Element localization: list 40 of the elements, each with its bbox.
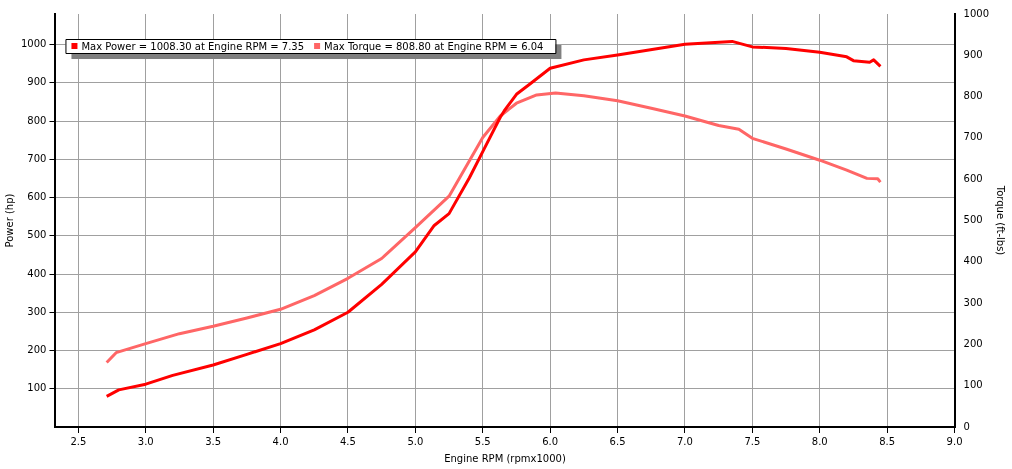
- x-tick-label: 3.5: [205, 435, 222, 447]
- legend-label: Max Power = 1008.30 at Engine RPM = 7.35: [81, 40, 305, 52]
- y2-tick-label: 0: [963, 420, 970, 432]
- y-tick-label: 700: [27, 152, 47, 164]
- y-tick-label: 800: [27, 114, 47, 126]
- y-tick-label: 900: [27, 76, 47, 88]
- y2-axis-title: Torque (ft-lbs): [995, 184, 1007, 256]
- y-tick-label: 200: [27, 344, 47, 356]
- x-tick-label: 7.0: [677, 435, 693, 447]
- x-tick-label: 2.5: [70, 435, 87, 447]
- x-tick-label: 6.0: [542, 435, 559, 447]
- y-tick-label: 100: [27, 382, 47, 394]
- y-tick-label: 400: [27, 267, 47, 279]
- y-tick-label: 300: [27, 305, 47, 317]
- x-tick-label: 3.0: [137, 435, 154, 447]
- y2-tick-label: 100: [963, 379, 983, 391]
- y2-tick-label: 400: [963, 255, 983, 267]
- x-axis-title: Engine RPM (rpmx1000): [444, 452, 566, 464]
- y-tick-label: 500: [27, 229, 47, 241]
- x-tick-label: 8.5: [879, 435, 896, 447]
- y2-tick-label: 700: [963, 131, 983, 143]
- y2-tick-label: 500: [963, 214, 983, 226]
- x-tick-label: 5.5: [474, 435, 491, 447]
- x-tick-label: 7.5: [744, 435, 761, 447]
- y2-tick-label: 600: [963, 172, 983, 184]
- x-tick-label: 4.0: [272, 435, 289, 447]
- y-axis-title: Power (hp): [3, 193, 15, 248]
- x-tick-label: 9.0: [946, 435, 963, 447]
- y2-tick-label: 900: [963, 48, 983, 60]
- x-tick-label: 8.0: [811, 435, 828, 447]
- y-tick-label: 600: [27, 191, 47, 203]
- x-tick-label: 6.5: [609, 435, 626, 447]
- y2-tick-label: 1000: [963, 7, 989, 19]
- y-tick-label: 1000: [21, 38, 47, 50]
- y2-tick-label: 300: [963, 296, 983, 308]
- y2-tick-label: 200: [963, 337, 983, 349]
- x-tick-label: 5.0: [407, 435, 424, 447]
- x-tick-label: 4.5: [340, 435, 356, 447]
- y2-tick-label: 800: [963, 90, 983, 102]
- legend-label: Max Torque = 808.80 at Engine RPM = 6.04: [324, 40, 544, 52]
